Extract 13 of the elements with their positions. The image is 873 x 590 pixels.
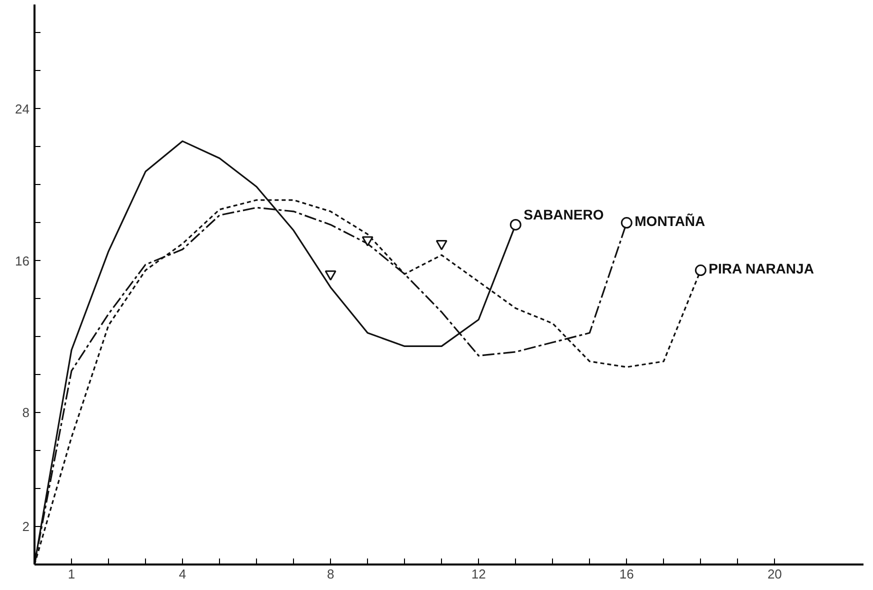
series-label: PIRA NARANJA: [708, 260, 814, 276]
x-tick-label: 12: [471, 566, 486, 582]
x-tick-label: 4: [178, 566, 186, 582]
y-tick-label: 2: [22, 519, 30, 534]
x-tick-label: 1: [68, 566, 76, 582]
y-tick-label: 16: [15, 253, 30, 268]
x-tick-label: 20: [767, 566, 782, 582]
x-tick-label: 16: [619, 566, 634, 582]
series-label: SABANERO: [524, 206, 604, 223]
x-tick-label: 8: [326, 566, 334, 582]
y-tick-label: 24: [15, 101, 30, 116]
y-tick-label: 8: [22, 405, 30, 420]
series-label: MONTAÑA: [634, 212, 706, 229]
